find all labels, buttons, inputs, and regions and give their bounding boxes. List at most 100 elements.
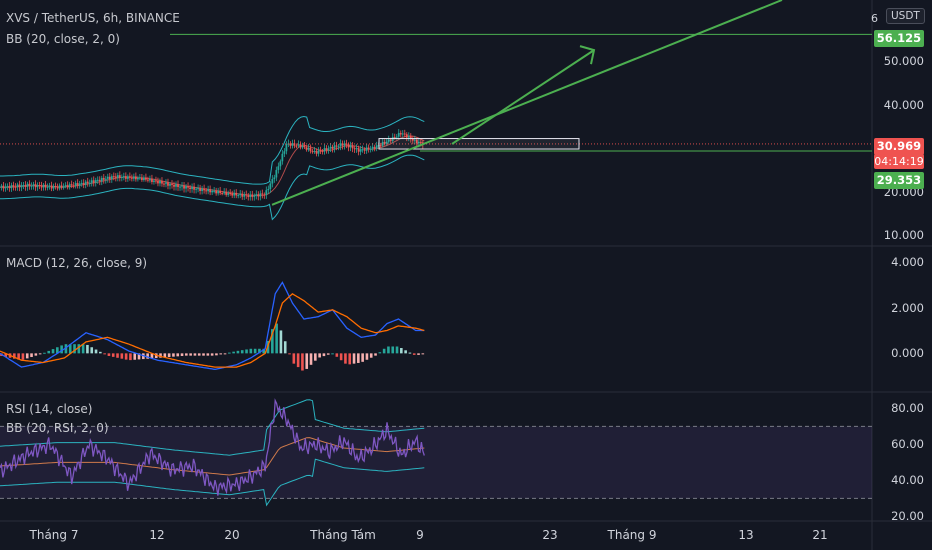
- candle-body: [277, 166, 280, 170]
- chart-title-legend[interactable]: XVS / TetherUS, 6h, BINANCE: [6, 11, 180, 25]
- macd-histogram-bar: [408, 352, 412, 354]
- macd-histogram-bar: [129, 353, 132, 361]
- time-tick-label: 20: [224, 528, 240, 542]
- macd-histogram-bar: [352, 353, 356, 364]
- candle-body: [181, 185, 183, 187]
- candle-body: [136, 177, 139, 180]
- candle-body: [201, 188, 203, 191]
- macd-histogram-bar: [47, 350, 51, 354]
- candle-body: [341, 143, 344, 146]
- rsi-bb-upper: [0, 399, 425, 456]
- candle-body: [96, 179, 99, 181]
- time-tick-label: 9: [416, 528, 424, 542]
- rsi-background-band: [0, 426, 872, 499]
- rsi-legend[interactable]: RSI (14, close): [6, 402, 93, 416]
- macd-histogram-bar: [193, 353, 197, 356]
- current-price-tag: 30.969: [874, 138, 924, 155]
- candle-body: [363, 149, 366, 151]
- candle-body: [151, 178, 153, 182]
- macd-histogram-bar: [357, 353, 360, 363]
- macd-histogram-bar: [111, 353, 115, 357]
- candle-body: [183, 185, 185, 189]
- macd-histogram-bar: [17, 353, 20, 360]
- price-axis-corner-label: 6: [871, 12, 878, 25]
- candle-body: [197, 188, 199, 190]
- candle-body: [118, 175, 121, 178]
- macd-histogram-bar: [275, 323, 278, 354]
- candle-body: [401, 133, 404, 135]
- macd-legend[interactable]: MACD (12, 26, close, 9): [6, 256, 148, 270]
- macd-histogram-bar: [197, 353, 201, 356]
- candle-body: [191, 186, 193, 189]
- candle-body: [126, 176, 129, 179]
- macd-histogram-bar: [400, 348, 403, 354]
- candle-body: [100, 177, 103, 182]
- candle-body: [325, 148, 328, 151]
- macd-histogram-bar: [86, 344, 89, 354]
- candle-body: [261, 193, 264, 195]
- macd-histogram-bar: [13, 353, 16, 359]
- candle-body: [167, 182, 169, 186]
- candle-body: [143, 177, 145, 181]
- candle-body: [128, 176, 131, 178]
- candle-body: [80, 182, 83, 184]
- candle-body: [185, 186, 187, 189]
- macd-histogram-bar: [120, 353, 124, 359]
- macd-histogram-bar: [236, 350, 240, 354]
- candle-body: [333, 145, 336, 149]
- candle-body: [309, 147, 312, 152]
- macd-histogram-bar: [395, 346, 399, 354]
- candle-body: [159, 180, 161, 184]
- macd-histogram-bar: [25, 353, 29, 359]
- candle-body: [10, 185, 13, 189]
- macd-histogram-bar: [288, 353, 291, 355]
- candle-body: [48, 185, 51, 187]
- macd-histogram-bar: [150, 353, 154, 359]
- macd-histogram-bar: [374, 353, 377, 356]
- macd-histogram-bar: [210, 353, 214, 356]
- candle-body: [383, 142, 386, 144]
- candle-body: [321, 150, 324, 152]
- candle-body: [355, 148, 358, 150]
- candle-body: [413, 139, 416, 141]
- candle-body: [114, 176, 117, 178]
- candle-body: [193, 186, 195, 190]
- candle-body: [405, 134, 408, 138]
- candle-body: [375, 145, 378, 149]
- candle-body: [203, 188, 206, 191]
- bollinger-legend[interactable]: BB (20, close, 2, 0): [6, 32, 120, 46]
- currency-button[interactable]: USDT: [886, 8, 925, 24]
- macd-histogram-bar: [219, 353, 223, 355]
- candle-body: [361, 149, 364, 151]
- candle-body: [32, 184, 35, 186]
- candle-body: [215, 190, 218, 194]
- macd-histogram-bar: [322, 353, 326, 357]
- bollinger-lower-band: [0, 154, 425, 221]
- candle-body: [104, 178, 107, 180]
- candle-body: [161, 180, 163, 184]
- candle-body: [237, 195, 240, 197]
- macd-histogram-bar: [21, 353, 25, 360]
- candle-body: [78, 183, 81, 186]
- candle-body: [229, 193, 232, 195]
- candle-body: [359, 149, 362, 152]
- candle-body: [189, 187, 191, 189]
- candle-body: [241, 193, 244, 197]
- candle-body: [239, 193, 242, 196]
- candle-body: [62, 186, 65, 188]
- candle-body: [313, 150, 316, 152]
- candle-body: [34, 184, 37, 188]
- rsi-bb-legend[interactable]: BB (20, RSI, 2, 0): [6, 421, 109, 435]
- rising-trendline: [271, 0, 783, 206]
- candle-body: [74, 183, 77, 186]
- candle-body: [371, 146, 374, 149]
- candle-body: [303, 145, 306, 148]
- candle-body: [175, 184, 177, 187]
- bollinger-upper-band: [0, 115, 425, 185]
- candle-body: [22, 184, 25, 186]
- candle-body: [24, 184, 27, 187]
- candle-body: [415, 139, 418, 144]
- macd-histogram-bar: [296, 353, 300, 368]
- candle-body: [299, 144, 302, 148]
